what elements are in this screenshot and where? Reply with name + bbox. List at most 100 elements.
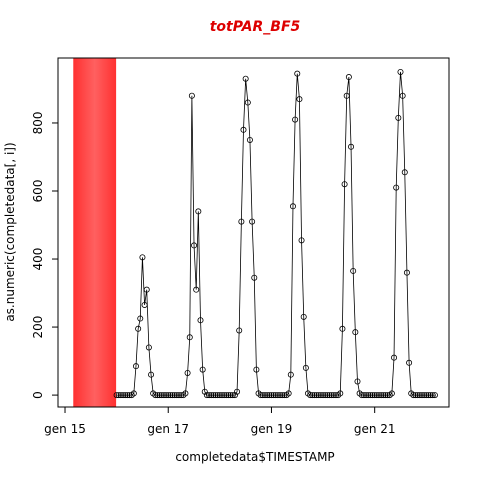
x-tick-label: gen 19 (251, 422, 293, 436)
data-point (360, 392, 367, 399)
data-point (315, 392, 322, 399)
data-point (397, 68, 404, 75)
y-tick-label: 400 (31, 248, 45, 271)
data-point (188, 92, 195, 99)
data-point (244, 99, 251, 106)
data-point (270, 392, 277, 399)
data-point (115, 392, 122, 399)
data-point (135, 325, 142, 332)
data-point (152, 392, 159, 399)
data-point (259, 392, 266, 399)
y-tick-label: 200 (31, 316, 45, 339)
data-point (139, 254, 146, 261)
y-tick-label: 800 (31, 112, 45, 135)
data-point (285, 390, 292, 397)
data-point (193, 286, 200, 293)
data-point (182, 390, 189, 397)
data-point (175, 392, 182, 399)
x-tick-label: gen 17 (147, 422, 189, 436)
data-line (116, 71, 435, 396)
data-point (130, 390, 137, 397)
data-point (156, 392, 163, 399)
data-point (268, 392, 275, 399)
x-axis-label: completedata$TIMESTAMP (175, 450, 334, 464)
data-point (287, 371, 294, 378)
data-point (227, 392, 234, 399)
data-point (141, 301, 148, 308)
y-tick-label: 600 (31, 180, 45, 203)
data-point (169, 392, 176, 399)
data-point (251, 274, 258, 281)
data-point (395, 114, 402, 121)
data-point (257, 392, 264, 399)
x-tick-label: gen 15 (44, 422, 86, 436)
data-point (113, 392, 120, 399)
data-point (206, 392, 213, 399)
plot-frame (57, 57, 450, 408)
data-point (214, 392, 221, 399)
data-point (191, 242, 198, 249)
data-point (388, 390, 395, 397)
data-point (391, 354, 398, 361)
data-point (272, 392, 279, 399)
data-point (324, 392, 331, 399)
data-point (309, 392, 316, 399)
data-point (373, 392, 380, 399)
data-point (416, 392, 423, 399)
data-point (137, 315, 144, 322)
data-point (223, 392, 230, 399)
data-point (320, 392, 327, 399)
data-point (300, 313, 307, 320)
data-point (427, 392, 434, 399)
data-point (358, 392, 365, 399)
data-point (348, 143, 355, 150)
data-point (380, 392, 387, 399)
data-point (173, 392, 180, 399)
chart-title: totPAR_BF5 (210, 19, 301, 35)
data-point (322, 392, 329, 399)
data-point (393, 184, 400, 191)
data-point (145, 344, 152, 351)
data-point (120, 392, 127, 399)
y-tick-label: 0 (31, 391, 45, 399)
data-point (117, 392, 124, 399)
data-point (365, 392, 372, 399)
data-point (367, 392, 374, 399)
data-point (203, 392, 210, 399)
data-point (246, 136, 253, 143)
data-point (350, 267, 357, 274)
data-point (195, 208, 202, 215)
data-point (277, 392, 284, 399)
data-point (431, 392, 438, 399)
data-point (313, 392, 320, 399)
data-point (352, 329, 359, 336)
data-point (165, 392, 172, 399)
data-point (298, 237, 305, 244)
data-point (414, 392, 421, 399)
data-point (330, 392, 337, 399)
data-point (354, 378, 361, 385)
data-point (210, 392, 217, 399)
data-point (375, 392, 382, 399)
data-point (186, 334, 193, 341)
y-axis-label: as.numeric(completedata[, i]) (3, 142, 17, 321)
data-point (154, 392, 161, 399)
data-point (289, 203, 296, 210)
x-tick-label: gen 21 (354, 422, 396, 436)
data-point (339, 325, 346, 332)
data-point (399, 92, 406, 99)
data-point (317, 392, 324, 399)
data-point (148, 371, 155, 378)
data-point (341, 181, 348, 188)
data-point (225, 392, 232, 399)
data-point (171, 392, 178, 399)
data-point (326, 392, 333, 399)
shaded-region (73, 58, 117, 407)
data-point (294, 70, 301, 77)
data-point (425, 392, 432, 399)
data-point (184, 369, 191, 376)
data-point (163, 392, 170, 399)
data-point (328, 392, 335, 399)
data-point (132, 363, 139, 370)
